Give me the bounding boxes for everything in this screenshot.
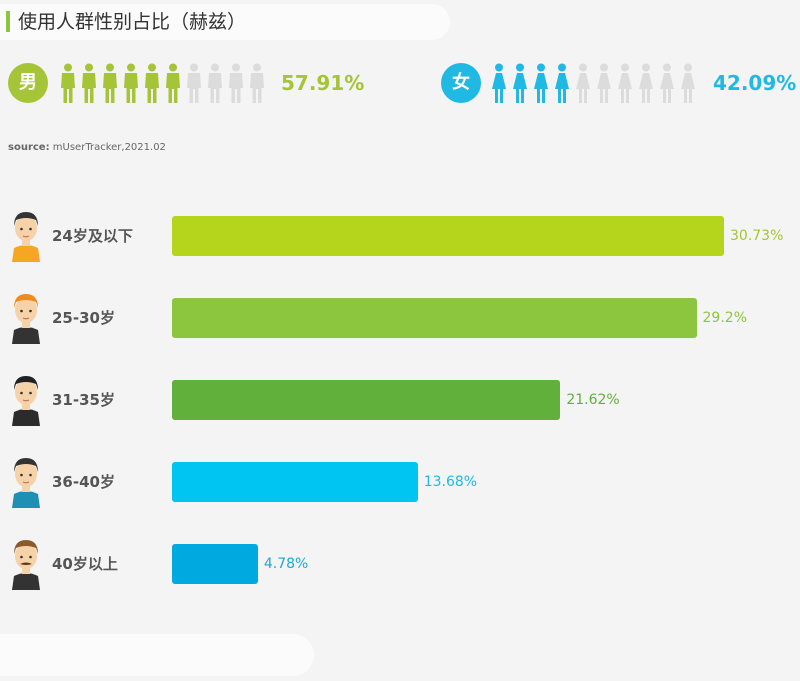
age-bar-value-label: 13.68%	[423, 474, 478, 490]
young-man-avatar-icon	[12, 294, 40, 344]
male-icon-row	[61, 63, 264, 103]
source-label: source:	[8, 142, 50, 153]
age-bar-value-label: 30.73%	[730, 228, 784, 244]
female-percent: 42.09%	[713, 71, 797, 95]
male-person-icon	[103, 63, 117, 103]
age-bar-value-label: 21.62%	[566, 392, 620, 408]
age-bar	[172, 544, 258, 584]
female-icon-row	[492, 63, 695, 103]
man-tshirt-avatar-icon	[12, 458, 40, 508]
male-badge: 男	[8, 63, 48, 103]
female-person-icon	[492, 63, 506, 103]
male-person-icon	[187, 63, 201, 103]
female-person-icon	[597, 63, 611, 103]
age-category-label: 31-35岁	[52, 391, 115, 409]
female-person-icon	[513, 63, 527, 103]
male-person-icon	[250, 63, 264, 103]
age-bar-value-label: 4.78%	[263, 556, 309, 572]
female-person-icon	[639, 63, 653, 103]
man-suit-avatar-icon	[12, 376, 40, 426]
female-person-icon	[618, 63, 632, 103]
title-accent-bar	[6, 11, 10, 32]
bottom-background	[0, 634, 314, 676]
male-person-icon	[229, 63, 243, 103]
female-badge: 女	[441, 63, 481, 103]
age-bar	[172, 298, 697, 338]
age-category-label: 24岁及以下	[52, 227, 133, 245]
male-person-icon	[208, 63, 222, 103]
age-category-label: 25-30岁	[52, 309, 115, 327]
male-person-icon	[166, 63, 180, 103]
age-bar	[172, 462, 418, 502]
female-person-icon	[555, 63, 569, 103]
age-bar	[172, 216, 724, 256]
female-person-icon	[534, 63, 548, 103]
female-person-icon	[681, 63, 695, 103]
male-person-icon	[124, 63, 138, 103]
female-person-icon	[576, 63, 590, 103]
age-bar	[172, 380, 561, 420]
mustache-man-avatar-icon	[12, 540, 40, 590]
chart-title: 使用人群性别占比（赫兹）	[18, 11, 247, 33]
source-text: mUserTracker,2021.02	[52, 142, 166, 153]
age-category-label: 40岁以上	[52, 555, 118, 573]
male-person-icon	[82, 63, 96, 103]
age-bar-value-label: 29.2%	[702, 310, 747, 326]
male-person-icon	[145, 63, 159, 103]
male-person-icon	[61, 63, 75, 103]
boy-avatar-icon	[12, 212, 40, 262]
source-note: source: mUserTracker,2021.02	[8, 142, 166, 153]
title-background	[0, 4, 450, 40]
male-percent: 57.91%	[281, 71, 365, 95]
female-person-icon	[660, 63, 674, 103]
age-category-label: 36-40岁	[52, 473, 115, 491]
